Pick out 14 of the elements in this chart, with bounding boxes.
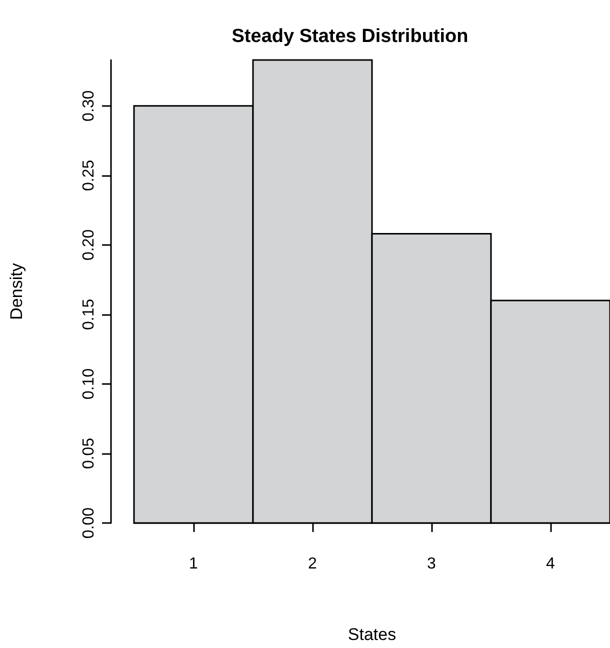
- x-axis-title: States: [348, 625, 396, 644]
- y-tick-label: 0.25: [80, 160, 98, 191]
- y-axis-title: Density: [7, 262, 26, 320]
- x-tick-label: 2: [308, 556, 318, 572]
- y-tick-label: 0.15: [80, 298, 98, 330]
- y-tick-label: 0.10: [80, 368, 98, 400]
- y-tick-label: 0.30: [80, 90, 98, 122]
- y-tick-label: 0.20: [80, 229, 98, 260]
- x-tick-label: 4: [546, 556, 556, 572]
- chart-title: Steady States Distribution: [232, 26, 468, 47]
- x-tick-label: 1: [189, 556, 198, 572]
- x-tick-label: 3: [427, 556, 436, 572]
- y-tick-label: 0.05: [80, 438, 98, 470]
- y-tick-label: 0.00: [80, 507, 98, 539]
